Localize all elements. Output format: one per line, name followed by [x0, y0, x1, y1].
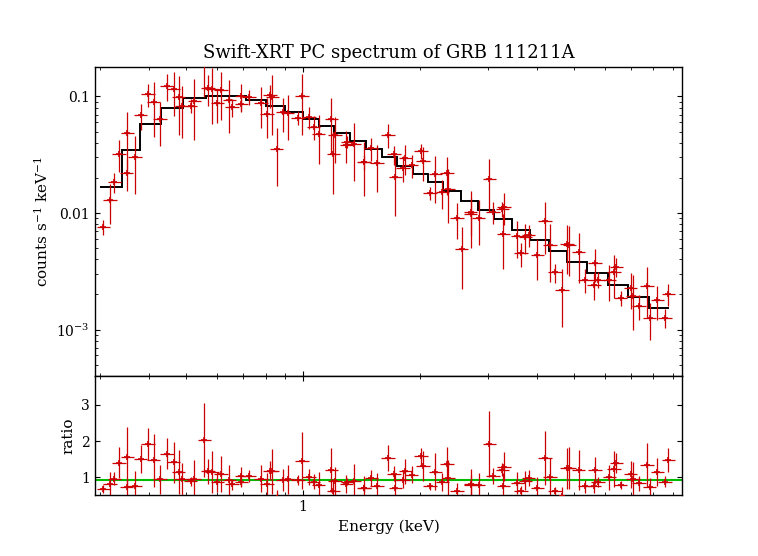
Title: Swift-XRT PC spectrum of GRB 111211A: Swift-XRT PC spectrum of GRB 111211A	[202, 44, 575, 62]
X-axis label: Energy (keV): Energy (keV)	[337, 519, 440, 534]
Y-axis label: ratio: ratio	[61, 417, 76, 454]
Y-axis label: counts s$^{-1}$ keV$^{-1}$: counts s$^{-1}$ keV$^{-1}$	[33, 156, 51, 287]
